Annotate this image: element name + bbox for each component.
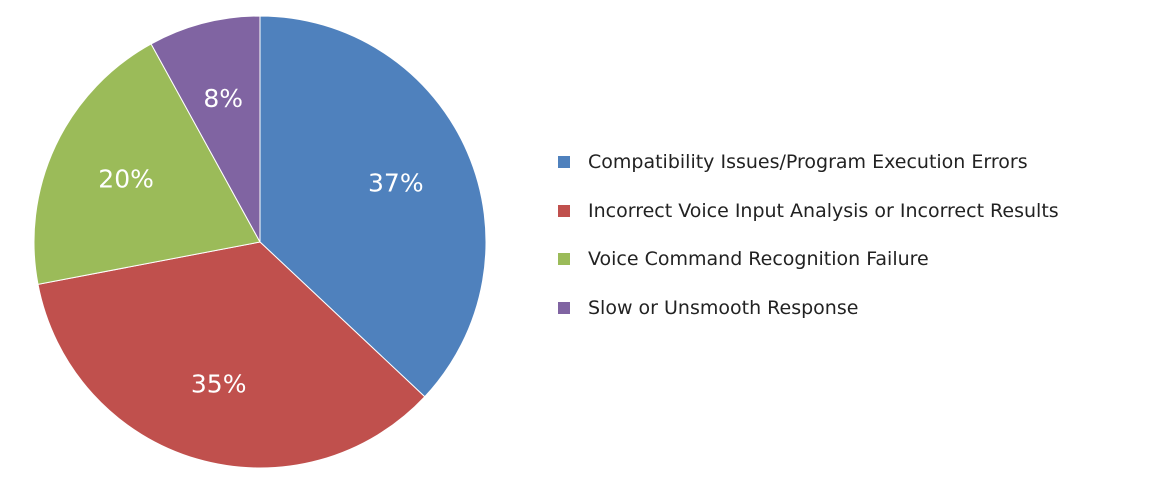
pie-slice-label: 8% <box>203 84 243 113</box>
pie-slice <box>259 15 487 398</box>
pie-slice <box>33 43 261 285</box>
pie-slice-label: 35% <box>191 370 247 399</box>
legend-label: Compatibility Issues/Program Execution E… <box>588 151 1028 173</box>
legend-item: Incorrect Voice Input Analysis or Incorr… <box>558 199 1059 223</box>
pie-slices <box>33 15 487 469</box>
pie-slice-label: 20% <box>98 164 154 193</box>
legend-item: Voice Command Recognition Failure <box>558 247 1059 271</box>
legend: Compatibility Issues/Program Execution E… <box>558 150 1059 344</box>
legend-label: Slow or Unsmooth Response <box>588 296 859 319</box>
legend-item: Slow or Unsmooth Response <box>558 296 1059 320</box>
pie-slice-label: 37% <box>368 169 424 198</box>
pie-slice-labels: 37% 35% 20% 8% <box>98 84 423 398</box>
legend-swatch <box>558 204 570 217</box>
legend-swatch <box>558 253 570 265</box>
legend-label: Incorrect Voice Input Analysis or Incorr… <box>588 199 1059 222</box>
pie-slice <box>37 241 426 469</box>
legend-swatch <box>558 156 570 168</box>
legend-swatch <box>558 301 570 314</box>
legend-label: Voice Command Recognition Failure <box>588 248 929 270</box>
pie-slice <box>150 15 261 243</box>
legend-item: Compatibility Issues/Program Execution E… <box>558 150 1059 174</box>
